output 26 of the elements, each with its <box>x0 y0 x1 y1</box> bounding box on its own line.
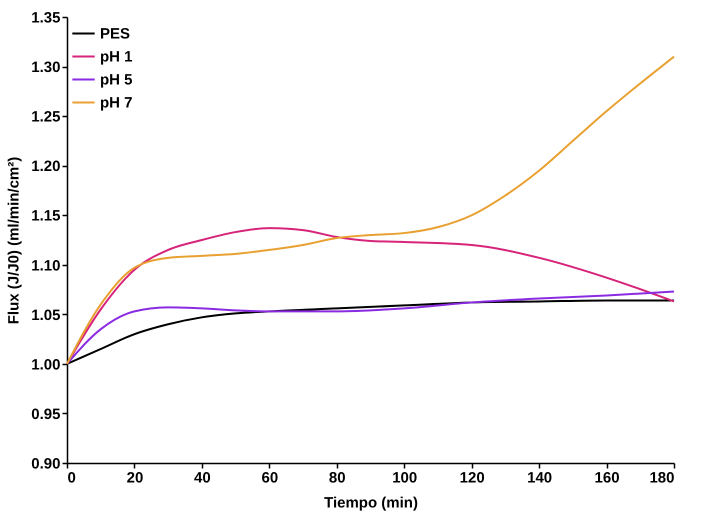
y-tick-label: 1.30 <box>31 59 60 76</box>
x-tick-label: 180 <box>649 470 674 486</box>
y-tick-label: 0.90 <box>31 456 60 472</box>
x-tick-label: 120 <box>460 470 485 486</box>
y-tick-label: 1.15 <box>31 208 60 225</box>
x-tick-label: 60 <box>261 470 278 486</box>
y-tick-label: 1.35 <box>31 10 60 26</box>
x-tick-label: 40 <box>194 470 211 486</box>
x-tick-label: 80 <box>328 470 346 486</box>
y-tick-label: 1.10 <box>31 257 60 274</box>
y-axis-title: Flux (J/J0) (ml/min/cm²) <box>5 156 22 324</box>
x-tick-label: 160 <box>594 470 620 486</box>
y-tick-label: 1.25 <box>31 108 60 126</box>
x-tick-label: 100 <box>392 470 418 486</box>
x-tick-label: 140 <box>527 470 552 486</box>
y-tick-label: 0.95 <box>31 406 60 423</box>
y-tick-label: 1.20 <box>31 158 60 176</box>
x-tick-label: 20 <box>126 470 144 486</box>
y-tick-label: 1.05 <box>31 306 60 324</box>
legend-label: pH 1 <box>100 48 133 66</box>
x-axis-title: Tiempo (min) <box>324 494 418 512</box>
y-tick-label: 1.00 <box>31 356 60 374</box>
legend-label: pH 5 <box>100 72 133 88</box>
legend-label: pH 7 <box>100 94 133 112</box>
legend-label: PES <box>100 26 130 42</box>
x-tick-label: 0 <box>68 470 76 486</box>
